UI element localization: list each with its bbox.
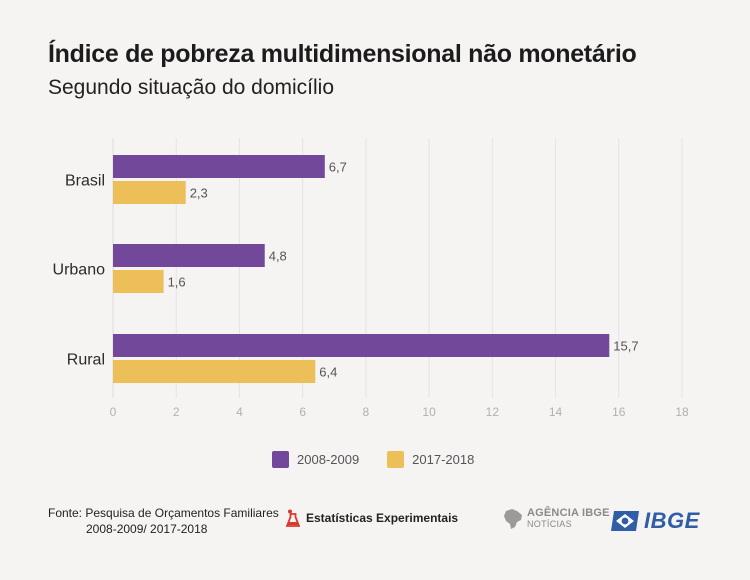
- chart-subtitle: Segundo situação do domicílio: [48, 76, 335, 99]
- source-line-1: Fonte: Pesquisa de Orçamentos Familiares: [48, 506, 279, 520]
- bar-2017-2018-Urbano: [113, 270, 164, 293]
- x-tick-label: 18: [675, 405, 689, 419]
- ibge-logo: IBGE: [610, 508, 700, 534]
- bar-2008-2009-Rural: [113, 334, 610, 357]
- x-tick-label: 10: [422, 405, 436, 419]
- data-label: 15,7: [613, 339, 638, 354]
- bar-2008-2009-Brasil: [113, 155, 325, 178]
- category-label: Rural: [67, 352, 105, 369]
- x-tick-label: 4: [236, 405, 243, 419]
- chart-title: Índice de pobreza multidimensional não m…: [48, 40, 637, 68]
- x-tick-label: 16: [612, 405, 626, 419]
- data-label: 1,6: [168, 275, 186, 290]
- x-tick-label: 12: [486, 405, 500, 419]
- bar-2017-2018-Brasil: [113, 181, 186, 204]
- estatisticas-label: Estatísticas Experimentais: [306, 511, 459, 525]
- bar-2017-2018-Rural: [113, 360, 316, 383]
- data-label: 2,3: [190, 186, 208, 201]
- chart-legend: 2008-2009 2017-2018: [272, 451, 502, 468]
- brazil-flag-icon: [611, 511, 639, 531]
- data-label: 6,7: [329, 160, 347, 175]
- legend-item-2017-2018: 2017-2018: [387, 451, 474, 468]
- legend-swatch: [387, 451, 405, 468]
- x-tick-label: 14: [549, 405, 563, 419]
- x-tick-label: 6: [299, 405, 306, 419]
- legend-label: 2008-2009: [297, 452, 360, 467]
- source-line-2: 2008-2009/ 2017-2018: [86, 522, 208, 536]
- estatisticas-experimentais-logo: Estatísticas Experimentais: [286, 509, 458, 527]
- legend-label: 2017-2018: [412, 452, 475, 467]
- x-tick-label: 0: [110, 405, 117, 419]
- agencia-sub-label: NOTÍCIAS: [527, 519, 572, 529]
- category-label: Brasil: [65, 173, 105, 190]
- data-label: 6,4: [319, 365, 337, 380]
- legend-swatch: [272, 451, 289, 468]
- category-label: Urbano: [53, 262, 106, 279]
- source-note: Fonte: Pesquisa de Orçamentos Familiares…: [48, 505, 279, 537]
- legend-item-2008-2009: 2008-2009: [272, 451, 359, 468]
- x-tick-label: 2: [173, 405, 180, 419]
- bar-2008-2009-Urbano: [113, 244, 265, 267]
- agencia-ibge-logo: AGÊNCIA IBGE NOTÍCIAS: [503, 508, 610, 530]
- data-label: 4,8: [269, 249, 287, 264]
- brazil-map-icon: [504, 509, 522, 529]
- flask-icon: [286, 509, 300, 527]
- ibge-wordmark: IBGE: [644, 508, 700, 533]
- bar-chart: 0 2 4 6 8 10 12 14 16 18 6,7 2,3 Brasil 4,8 1,6 Urbano 1…: [53, 138, 689, 419]
- x-tick-label: 8: [363, 405, 370, 419]
- agencia-main-label: AGÊNCIA IBGE: [527, 507, 610, 519]
